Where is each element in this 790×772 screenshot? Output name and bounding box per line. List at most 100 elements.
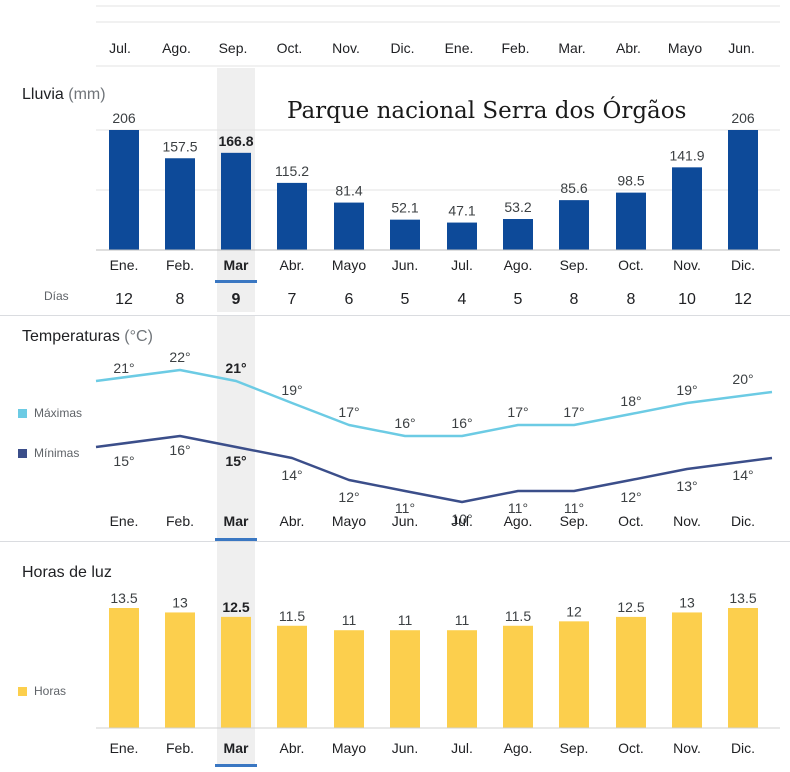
temperature-month-label: Mayo [332, 513, 366, 529]
daylight-value-label: 13 [172, 594, 188, 610]
rain-bar [221, 152, 251, 250]
top-month-label: Ene. [445, 40, 474, 56]
rain-days-value: 8 [570, 291, 579, 308]
selected-month-highlight [217, 316, 255, 538]
top-month-label: Jun. [728, 40, 754, 56]
rain-month-label: Oct. [618, 257, 644, 273]
top-month-label: Oct. [277, 40, 303, 56]
rain-days-value: 9 [232, 291, 241, 308]
rain-month-label: Nov. [673, 257, 701, 273]
daylight-bar [672, 612, 702, 728]
daylight-bar [109, 608, 139, 728]
min-temp-label: 12° [338, 489, 359, 505]
rain-bar [728, 130, 758, 250]
rain-bar [503, 219, 533, 250]
min-temp-label: 15° [225, 453, 246, 469]
daylight-value-label: 12 [566, 603, 582, 619]
daylight-month-label: Abr. [280, 740, 305, 756]
temperature-month-label: Sep. [560, 513, 589, 529]
temperature-month-label: Ene. [110, 513, 139, 529]
top-month-label: Abr. [616, 40, 641, 56]
rain-value-label: 206 [112, 110, 136, 126]
temperature-month-label: Abr. [280, 513, 305, 529]
rain-days-value: 12 [734, 291, 752, 308]
rain-value-label: 206 [731, 110, 755, 126]
rain-days-value: 12 [115, 291, 133, 308]
max-temp-label: 16° [394, 415, 415, 431]
max-temp-label: 17° [563, 404, 584, 420]
top-month-label: Feb. [501, 40, 529, 56]
daylight-value-label: 13.5 [729, 590, 756, 606]
daylight-value-label: 11.5 [279, 608, 305, 624]
daylight-bar [277, 625, 307, 728]
rain-days-value: 4 [458, 291, 467, 308]
rain-bar [672, 167, 702, 250]
temperature-title-unit: (°C) [124, 328, 153, 345]
min-temp-label: 11° [395, 500, 415, 516]
rain-days-value: 5 [514, 291, 523, 308]
daylight-chart: 13.5 13 12.5 11.5 11 11 11 11.5 12 12.5 13 13.5 Ene.… [96, 542, 780, 767]
rain-value-label: 166.8 [218, 133, 253, 149]
daylight-bar [447, 630, 477, 728]
min-temp-label: 14° [281, 467, 302, 483]
panel-divider [0, 315, 790, 316]
daylight-value-label: 11 [342, 612, 357, 628]
rain-bar [165, 158, 195, 250]
rain-bar [277, 182, 307, 250]
legend-hours-swatch [18, 687, 27, 696]
legend-max-label: Máximas [34, 406, 83, 420]
min-temp-label: 13° [676, 478, 697, 494]
legend-min-swatch [18, 449, 27, 458]
daylight-bar [559, 621, 589, 728]
min-temp-label: 11° [508, 500, 528, 516]
temperature-month-label: Ago. [504, 513, 533, 529]
rain-bar [334, 202, 364, 250]
rain-value-label: 157.5 [162, 138, 197, 154]
max-temp-label: 17° [507, 404, 528, 420]
rain-month-label: Ago. [504, 257, 533, 273]
rain-value-label: 85.6 [560, 180, 587, 196]
park-name-overlay: Parque nacional Serra dos Órgãos [287, 98, 687, 124]
daylight-value-label: 12.5 [222, 599, 249, 615]
daylight-bar [165, 612, 195, 728]
rain-month-label: Mar [224, 257, 249, 273]
temperature-month-label: Jun. [392, 513, 418, 529]
min-temp-label: 14° [732, 467, 753, 483]
rain-title-text: Lluvia [22, 86, 64, 103]
max-temp-label: 21° [113, 360, 134, 376]
rain-bar [559, 200, 589, 250]
legend-hours: Horas [18, 684, 66, 698]
top-month-label: Jul. [109, 40, 131, 56]
rain-days-value: 8 [627, 291, 636, 308]
daylight-bar [390, 630, 420, 728]
rain-month-label: Abr. [280, 257, 305, 273]
top-month-label: Ago. [162, 40, 191, 56]
daylight-bar [503, 625, 533, 728]
rain-value-label: 115.2 [275, 163, 309, 179]
daylight-month-label: Oct. [618, 740, 644, 756]
temperature-month-label: Dic. [731, 513, 755, 529]
rain-month-label: Jul. [451, 257, 473, 273]
rain-month-label: Dic. [731, 257, 755, 273]
max-temp-line [95, 368, 773, 438]
top-month-label: Mar. [558, 40, 585, 56]
rain-bar [109, 130, 139, 250]
max-temp-label: 19° [676, 382, 697, 398]
daylight-month-label: Nov. [673, 740, 701, 756]
rain-days-value: 5 [401, 291, 410, 308]
rain-bar [390, 219, 420, 250]
rain-days-value: 10 [678, 291, 696, 308]
rain-days-value: 8 [176, 291, 185, 308]
selected-month-underline [215, 280, 257, 283]
top-month-axis: Jul. Ago. Sep. Oct. Nov. Dic. Ene. Feb. Mar. Abr.… [96, 5, 780, 67]
daylight-month-label: Ene. [110, 740, 139, 756]
max-temp-label: 20° [732, 371, 753, 387]
panel-divider [0, 541, 790, 542]
max-temp-label: 19° [281, 382, 302, 398]
daylight-bar [728, 608, 758, 728]
daylight-bar [334, 630, 364, 728]
rain-month-label: Mayo [332, 257, 366, 273]
temperature-title: Temperaturas (°C) [22, 328, 153, 346]
temperature-chart: 21° 22° 21° 19° 17° 16° 16° 17° 17° 18° 19° 20° 15° 1… [95, 316, 773, 541]
